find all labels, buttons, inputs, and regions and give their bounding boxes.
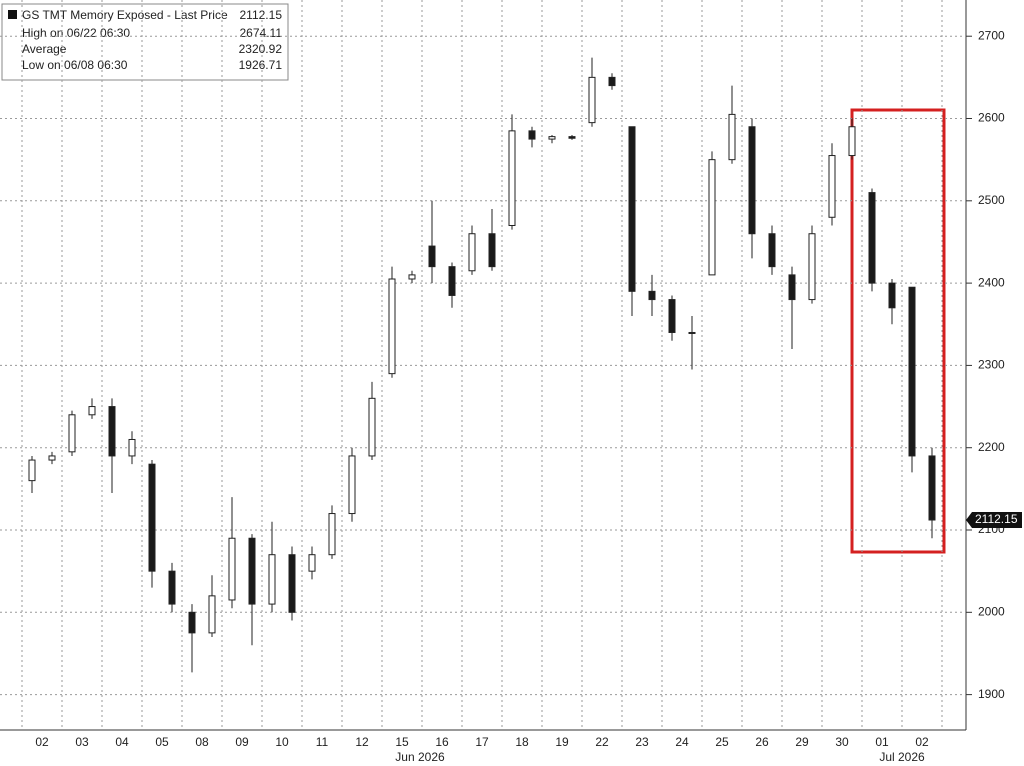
legend-swatch (8, 10, 17, 19)
candle-body (928, 455, 936, 521)
x-tick-label: 22 (595, 735, 609, 749)
legend-stat-label: Average (22, 42, 67, 56)
candle-body (628, 126, 636, 292)
candle-body (368, 397, 376, 457)
x-tick-label: 11 (316, 735, 329, 749)
y-tick-label: 2200 (978, 440, 1005, 454)
candle-body (768, 233, 776, 268)
x-tick-label: 26 (755, 735, 769, 749)
candle-body (288, 554, 296, 613)
candle-body (208, 595, 216, 634)
x-tick-label: 12 (355, 735, 369, 749)
candle-body (588, 76, 596, 124)
candle-body (88, 406, 96, 416)
candle-body (808, 233, 816, 301)
x-tick-label: 19 (555, 735, 569, 749)
x-tick-label: 04 (115, 735, 129, 749)
x-tick-label: 10 (275, 735, 289, 749)
x-tick-label: 09 (235, 735, 249, 749)
candle-body (328, 513, 336, 556)
candle-body (688, 331, 696, 334)
candle-body (28, 459, 36, 482)
candle-body (308, 554, 316, 572)
candle-body (388, 278, 396, 375)
candle-body (128, 438, 136, 457)
candle-body (108, 406, 116, 457)
x-tick-label: 17 (475, 735, 489, 749)
x-tick-label: 25 (715, 735, 729, 749)
last-price-label: 2112.15 (975, 512, 1018, 526)
legend-stat-label: Low on 06/08 06:30 (22, 58, 128, 72)
candle-body (848, 126, 856, 157)
month-label: Jul 2026 (879, 750, 925, 764)
x-tick-label: 30 (835, 735, 849, 749)
month-label: Jun 2026 (395, 750, 445, 764)
x-tick-label: 01 (875, 735, 889, 749)
y-tick-label: 2000 (978, 604, 1005, 618)
candle-body (188, 611, 196, 634)
x-tick-label: 29 (795, 735, 809, 749)
x-tick-label: 02 (915, 735, 929, 749)
candle-body (668, 299, 676, 333)
candle-body (48, 455, 56, 461)
candle-body (708, 159, 716, 276)
x-tick-label: 03 (75, 735, 89, 749)
candle-body (508, 130, 516, 227)
candle-body (248, 537, 256, 605)
y-tick-label: 1900 (978, 687, 1005, 701)
candle-body (648, 290, 656, 301)
candle-body (68, 414, 76, 453)
legend-stat-value: 1926.71 (239, 58, 283, 72)
candle-body (168, 570, 176, 605)
y-tick-label: 2400 (978, 275, 1005, 289)
highlight-box (850, 108, 946, 554)
candle-body (148, 463, 156, 572)
y-tick-label: 2700 (978, 28, 1005, 42)
x-tick-label: 16 (435, 735, 449, 749)
y-tick-label: 2600 (978, 111, 1005, 125)
candle-body (788, 274, 796, 301)
candle-body (348, 455, 356, 515)
candle-body (428, 245, 436, 268)
candle-body (728, 113, 736, 161)
x-tick-label: 18 (515, 735, 529, 749)
x-tick-label: 02 (35, 735, 49, 749)
candle-body (228, 537, 236, 601)
x-tick-label: 05 (155, 735, 169, 749)
x-tick-label: 08 (195, 735, 209, 749)
x-tick-label: 23 (635, 735, 649, 749)
last-price-tag (966, 512, 1022, 529)
y-tick-label: 2500 (978, 193, 1005, 207)
candle-body (608, 76, 616, 87)
candle-body (568, 136, 576, 139)
x-tick-label: 15 (395, 735, 409, 749)
legend-last-price: 2112.15 (240, 8, 283, 22)
candle-body (448, 266, 456, 296)
legend: GS TMT Memory Exposed - Last Price 2112.… (1, 3, 289, 81)
legend-stat-value: 2674.11 (240, 26, 283, 40)
candle-body (748, 126, 756, 235)
candle-body (548, 136, 556, 140)
candle-body (908, 286, 916, 457)
legend-box (1, 3, 289, 81)
x-tick-label: 24 (675, 735, 689, 749)
candle-body (408, 274, 416, 280)
candle-body (468, 233, 476, 272)
candle-body (268, 554, 276, 605)
candle-body (488, 233, 496, 268)
legend-stat-value: 2320.92 (239, 42, 283, 56)
legend-stat-label: High on 06/22 06:30 (22, 26, 130, 40)
candle-body (868, 192, 876, 284)
candle-body (828, 155, 836, 218)
candle-body (888, 282, 896, 309)
candle-body (528, 130, 536, 140)
y-tick-label: 2300 (978, 358, 1005, 372)
legend-title: GS TMT Memory Exposed - Last Price (22, 8, 228, 22)
